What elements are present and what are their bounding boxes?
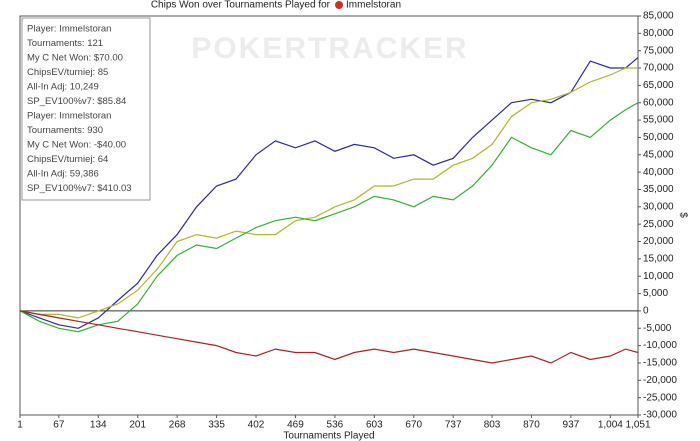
info-line: SP_EV100%v7: $410.03 [27, 183, 132, 194]
plot-frame [19, 15, 639, 416]
x-tick-label: 1,004 [598, 420, 623, 431]
x-tick-label: 134 [90, 420, 107, 431]
y-tick-label: 55,000 [643, 115, 674, 126]
player-icon [335, 1, 343, 9]
x-tick-label: 67 [53, 420, 65, 431]
info-box: Player: Immelstoran Tournaments: 121 My C … [21, 17, 151, 201]
x-tick-label: 803 [484, 420, 501, 431]
info-line: SP_EV100%v7: $85.84 [27, 96, 126, 107]
x-tick-label: 670 [405, 420, 422, 431]
y-axis-label: $ [677, 212, 688, 218]
watermark: POKERTRACKER [191, 32, 468, 65]
x-tick-label: 937 [563, 420, 580, 431]
y-tick-label: 10,000 [643, 271, 674, 282]
y-tick-label: 20,000 [643, 236, 674, 247]
x-axis-label: Tournaments Played [283, 431, 374, 441]
y-tick-label: 0 [643, 306, 649, 317]
info-line: Tournaments: 121 [27, 38, 103, 49]
x-tick-label: 536 [327, 420, 344, 431]
y-tick-label: 40,000 [643, 167, 674, 178]
y-tick-label: 75,000 [643, 45, 674, 56]
y-tick-label: 45,000 [643, 149, 674, 160]
x-tick-label: 603 [366, 420, 383, 431]
x-tick-label: 469 [287, 420, 304, 431]
info-line: ChipsEV/turniej: 85 [27, 67, 108, 78]
info-line: All-In Adj: 10,249 [27, 82, 99, 93]
y-tick-label: 70,000 [643, 63, 674, 74]
x-tick-label: 335 [208, 420, 225, 431]
x-tick-label: 737 [445, 420, 462, 431]
info-line: Tournaments: 930 [27, 125, 103, 136]
series-line [19, 57, 639, 329]
y-tick-label: 50,000 [643, 132, 674, 143]
chart-title: Chips Won over Tournaments Played for [151, 0, 331, 11]
y-tick-label: 60,000 [643, 97, 674, 108]
y-tick-label: 65,000 [643, 80, 674, 91]
info-line: Player: Immelstoran [27, 111, 111, 122]
y-tick-label: -25,000 [643, 392, 677, 403]
x-tick-label: 201 [129, 420, 146, 431]
series-line [19, 102, 639, 333]
series-line [19, 310, 639, 364]
info-line: ChipsEV/turniej: 64 [27, 154, 108, 165]
x-tick-label: 402 [248, 420, 265, 431]
x-tick-label: 870 [523, 420, 540, 431]
info-box-frame [21, 17, 151, 201]
y-tick-label: -10,000 [643, 340, 677, 351]
y-tick-label: -15,000 [643, 358, 677, 369]
y-tick-label: 85,000 [643, 11, 674, 22]
y-tick-label: -5,000 [643, 323, 672, 334]
y-tick-label: 15,000 [643, 254, 674, 265]
x-tick-label: 1 [17, 420, 23, 431]
y-tick-label: -20,000 [643, 375, 677, 386]
x-tick-label: 1,051 [625, 420, 650, 431]
info-line: My C Net Won: $70.00 [27, 53, 123, 64]
info-line: My C Net Won: -$40.00 [27, 140, 126, 151]
series-line [19, 67, 638, 319]
y-tick-label: 25,000 [643, 219, 674, 230]
player-name: Immelstoran [346, 0, 401, 11]
x-tick-label: 268 [169, 420, 186, 431]
y-tick-label: 5,000 [643, 288, 668, 299]
y-tick-label: -30,000 [643, 410, 677, 421]
y-tick-label: 35,000 [643, 184, 674, 195]
y-tick-label: 30,000 [643, 201, 674, 212]
y-tick-label: 80,000 [643, 28, 674, 39]
info-line: Player: Immelstoran [27, 24, 111, 35]
info-line: All-In Adj: 59,386 [27, 169, 99, 180]
